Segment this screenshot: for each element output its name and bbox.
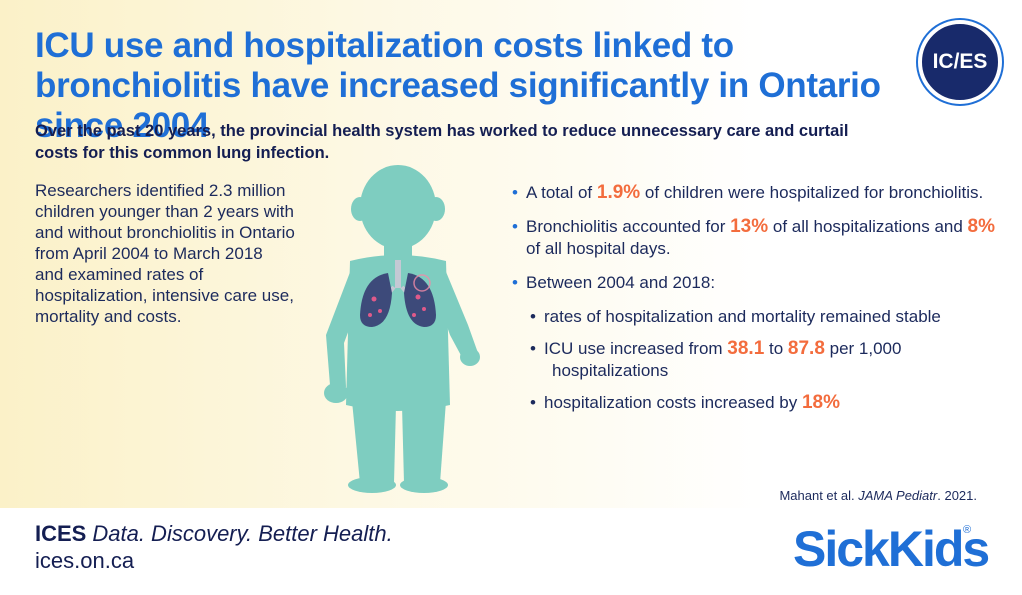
- subfact-icu-use: ICU use increased from 38.1 to 87.8 per …: [510, 338, 1010, 382]
- highlight-number: 18%: [801, 392, 841, 413]
- citation: Mahant et al. JAMA Pediatr. 2021.: [779, 488, 977, 503]
- ices-tagline: Data. Discovery. Better Health.: [92, 521, 393, 546]
- fact-text: of children were hospitalized for bronch…: [640, 183, 984, 202]
- header-panel: ICU use and hospitalization costs linked…: [0, 0, 1022, 508]
- child-lungs-illustration: [324, 165, 480, 493]
- fact-text: hospitalizations: [552, 361, 669, 380]
- facts-list: A total of 1.9% of children were hospita…: [510, 182, 1010, 424]
- subfact-stable-rates: rates of hospitalization and mortality r…: [510, 306, 1010, 328]
- citation-year: . 2021.: [937, 488, 977, 503]
- fact-share-of-hospitalizations: Bronchiolitis accounted for 13% of all h…: [510, 216, 1010, 260]
- intro-text: Researchers identified 2.3 million child…: [35, 181, 295, 326]
- ices-wordmark: ICES: [35, 521, 87, 546]
- page-subtitle: Over the past 20 years, the provincial h…: [35, 122, 849, 162]
- highlight-number: 1.9%: [596, 182, 641, 203]
- citation-journal: JAMA Pediatr: [858, 488, 938, 503]
- fact-period-heading: Between 2004 and 2018:: [510, 272, 1010, 294]
- fact-text: of all hospitalizations and: [768, 217, 968, 236]
- ices-badge-logo: IC/ES: [918, 20, 1002, 104]
- highlight-number: 8%: [967, 216, 996, 237]
- fact-text: ICU use increased from: [544, 339, 728, 358]
- fact-text: of all hospital days.: [526, 239, 671, 258]
- page-title: ICU use and hospitalization costs linked…: [35, 26, 881, 145]
- fact-text: Bronchiolitis accounted for: [526, 217, 731, 236]
- fact-text: A total of: [526, 183, 597, 202]
- highlight-number: 87.8: [787, 338, 825, 359]
- fact-text: to: [764, 339, 788, 358]
- subfact-costs: hospitalization costs increased by 18%: [510, 392, 1010, 414]
- fact-text: per 1,000: [824, 339, 902, 358]
- lungs-icon: [360, 260, 436, 327]
- fact-text: hospitalization costs increased by: [544, 393, 802, 412]
- footer-brand: ICES Data. Discovery. Better Health.: [35, 520, 393, 548]
- highlight-number: 13%: [730, 216, 769, 237]
- fact-hospitalized: A total of 1.9% of children were hospita…: [510, 182, 1010, 204]
- citation-authors: Mahant et al.: [779, 488, 859, 503]
- registered-mark: ®: [963, 524, 972, 536]
- highlight-number: 38.1: [727, 338, 765, 359]
- sickkids-logo: SickKids: [793, 521, 990, 577]
- footer-url[interactable]: ices.on.ca: [35, 548, 135, 573]
